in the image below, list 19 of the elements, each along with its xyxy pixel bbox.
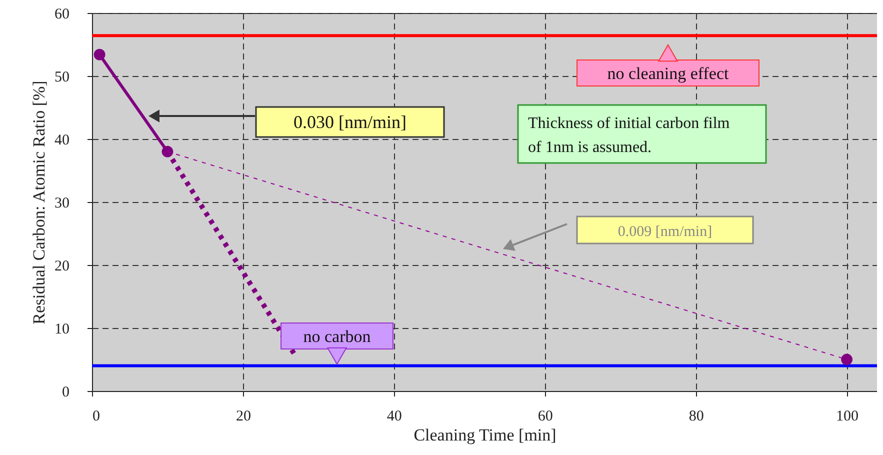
x-tick-label: 80 <box>688 408 704 424</box>
x-axis-title: Cleaning Time [min] <box>414 426 556 444</box>
x-tick-label: 60 <box>538 408 553 424</box>
y-tick-label: 50 <box>54 70 70 86</box>
y-tick-label: 60 <box>54 6 70 22</box>
x-tick-label: 20 <box>236 408 251 424</box>
y-tick-label: 0 <box>62 384 70 400</box>
x-tick-label: 0 <box>92 408 100 424</box>
y-axis-title: Residual Carbon: Atomic Ratio [%] <box>30 80 48 324</box>
annotation: 0.030 [nm/min] <box>294 112 406 132</box>
x-tick-label: 100 <box>836 408 859 424</box>
annotation: Thickness of initial carbon film of 1nm is assumed. <box>528 115 730 156</box>
y-tick-label: 20 <box>54 258 70 274</box>
ref-line-label: no cleaning effect <box>607 64 729 83</box>
x-tick-label: 40 <box>386 408 402 424</box>
y-tick-label: 30 <box>54 196 70 212</box>
annotation: 0.009 [nm/min] <box>618 224 712 240</box>
y-tick-label: 40 <box>54 132 70 148</box>
y-tick-label: 10 <box>54 322 70 338</box>
